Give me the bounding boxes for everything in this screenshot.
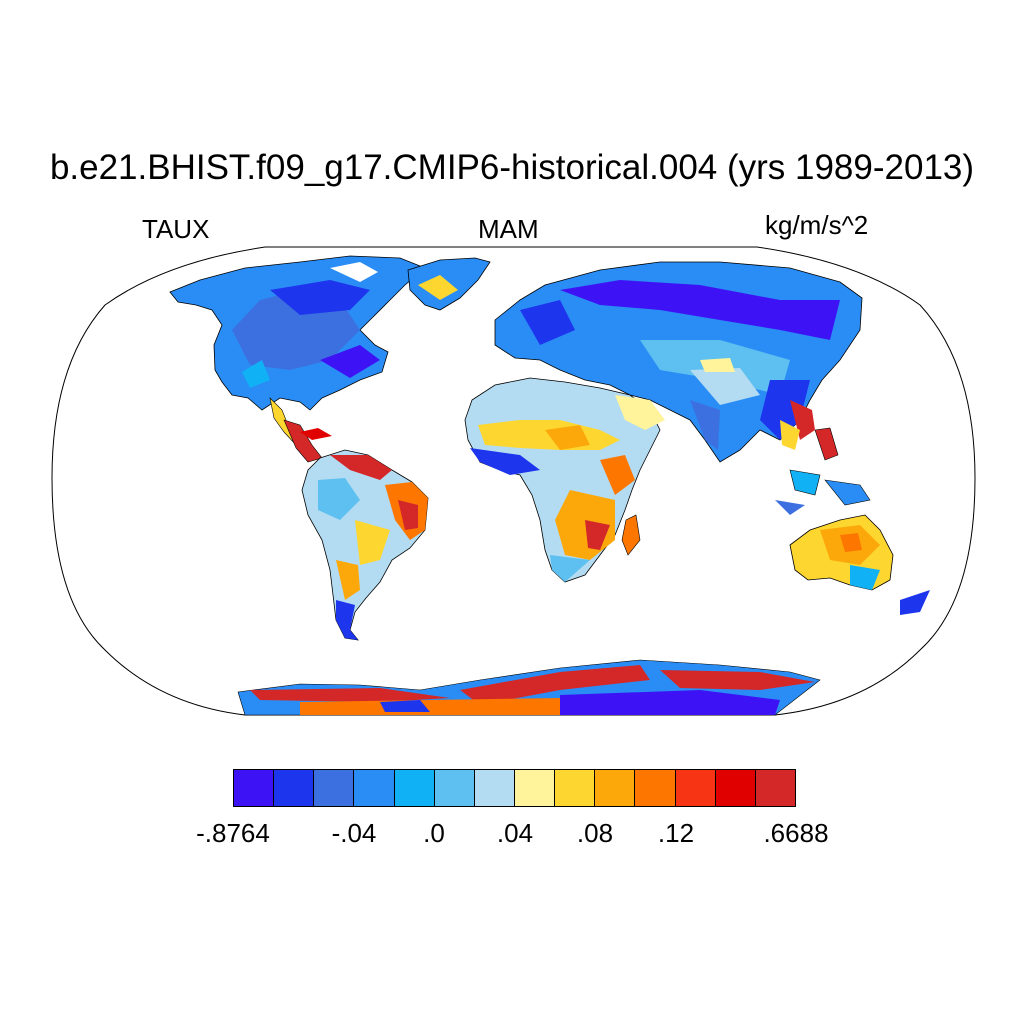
colorbar-box: [314, 770, 355, 806]
colorbar-box: [234, 770, 275, 806]
colorbar-label: .04: [496, 818, 534, 848]
south-america: [301, 449, 429, 641]
africa: [464, 377, 665, 583]
units-label: kg/m/s^2: [765, 210, 869, 240]
plot-title: b.e21.BHIST.f09_g17.CMIP6-historical.004…: [49, 148, 975, 187]
australia: [789, 514, 930, 615]
colorbar-label: .12: [657, 818, 695, 848]
colorbar-box: [595, 770, 636, 806]
colorbar-box: [514, 770, 556, 806]
colorbar-label: .08: [576, 818, 614, 848]
colorbar-label: -.04: [331, 818, 377, 848]
colorbar-box: [474, 770, 515, 806]
colorbar-box: [354, 770, 395, 806]
colorbar: [233, 769, 796, 807]
colorbar-box: [675, 770, 716, 806]
colorbar-box: [755, 770, 795, 806]
colorbar-box: [715, 770, 756, 806]
colorbar-box: [394, 770, 435, 806]
colorbar-box: [434, 770, 475, 806]
antarctica: [237, 659, 821, 716]
colorbar-box: [274, 770, 315, 806]
colorbar-label: -.8764: [196, 818, 270, 848]
eurasia: [494, 261, 863, 463]
colorbar-box: [635, 770, 676, 806]
southeast-asia-islands: [775, 427, 871, 515]
north-america: [169, 255, 426, 463]
variable-label: TAUX: [142, 214, 210, 244]
colorbar-label: .6688: [763, 818, 829, 848]
colorbar-box: [555, 770, 596, 806]
colorbar-label: .0: [423, 818, 445, 848]
season-label: MAM: [478, 214, 539, 244]
